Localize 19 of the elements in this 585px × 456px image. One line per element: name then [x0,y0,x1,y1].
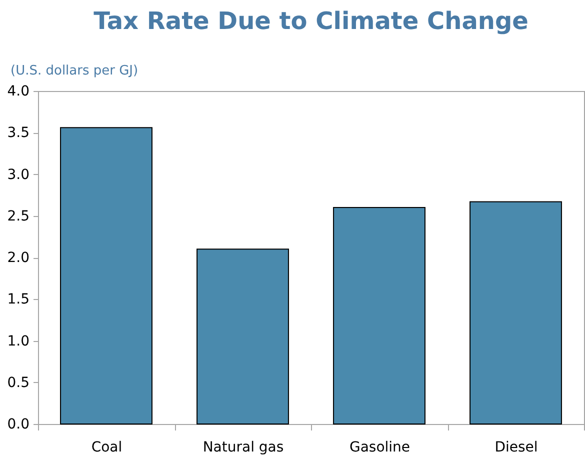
y-tick-label: 0.5 [7,374,30,391]
bar [60,127,152,424]
y-axis-title: (U.S. dollars per GJ) [10,64,138,78]
bar [470,201,562,424]
y-tick-label: 2.5 [7,208,30,224]
bar [333,207,426,424]
y-tick-label: 4.0 [7,84,30,100]
y-tick-label: 0.0 [7,416,30,432]
y-tick-label: 1.0 [7,333,30,350]
x-tick-label: Gasoline [349,440,410,456]
y-tick-label: 3.0 [7,166,30,183]
x-tick-label: Natural gas [202,440,284,456]
x-tick-label: Coal [91,440,122,456]
chart-title: Tax Rate Due to Climate Change [94,7,528,35]
y-tick-label: 1.5 [7,292,30,308]
x-tick-label: Diesel [494,440,538,456]
y-tick-label: 3.5 [7,125,30,142]
y-tick-label: 2.0 [7,250,30,266]
bar [196,248,289,424]
